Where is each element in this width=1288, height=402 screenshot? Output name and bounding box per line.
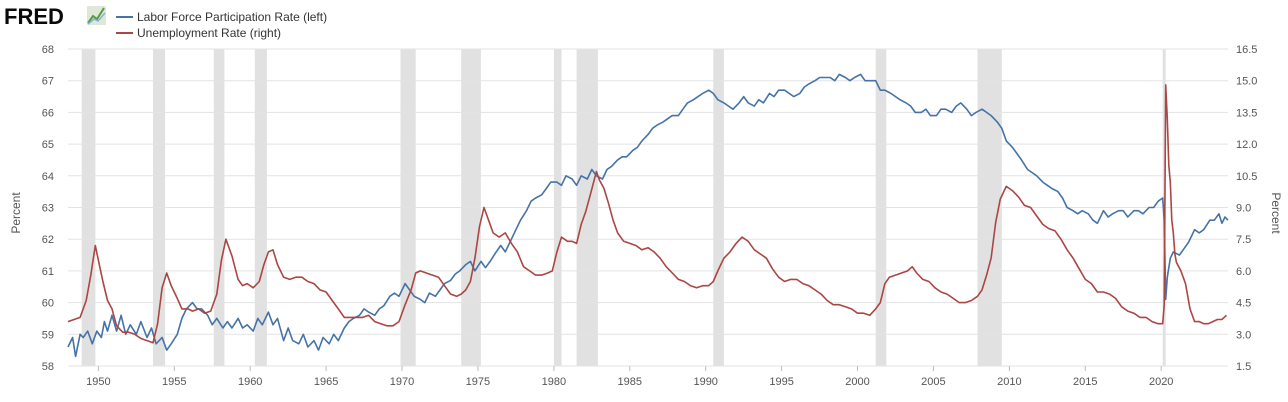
right-axis-title: Percent [1269, 192, 1283, 234]
left-tick-label: 62 [42, 234, 54, 246]
x-tick-label: 1950 [86, 376, 110, 388]
left-tick-label: 59 [42, 329, 54, 341]
right-tick-label: 12.0 [1236, 139, 1257, 151]
x-tick-label: 2015 [1073, 376, 1097, 388]
left-tick-label: 66 [42, 107, 54, 119]
right-tick-label: 15.0 [1236, 76, 1257, 88]
left-tick-label: 64 [42, 171, 54, 183]
right-tick-label: 7.5 [1236, 234, 1251, 246]
left-tick-label: 63 [42, 203, 54, 215]
series-line-labor-force-participation[interactable] [67, 73, 1229, 358]
left-axis-title: Percent [9, 192, 23, 234]
chart-legend: Labor Force Participation Rate (left) Un… [116, 10, 327, 40]
fred-chart-icon [87, 6, 106, 25]
right-tick-label: 4.5 [1236, 298, 1251, 310]
left-tick-label: 61 [42, 266, 54, 278]
left-tick-label: 58 [42, 361, 54, 373]
x-tick-label: 1965 [314, 376, 338, 388]
right-y-axis: 1.5 3.0 4.5 6.0 7.5 9.0 10.5 12.0 13.5 15.0 16.5 [1236, 44, 1257, 373]
x-tick-label: 2010 [997, 376, 1021, 388]
left-tick-label: 68 [42, 44, 54, 56]
series-line-unemployment-rate[interactable] [67, 84, 1228, 344]
x-tick-label: 2000 [845, 376, 869, 388]
x-tick-label: 1960 [238, 376, 262, 388]
x-tick-label: 1985 [618, 376, 642, 388]
x-tick-label: 1975 [466, 376, 490, 388]
left-tick-label: 65 [42, 139, 54, 151]
fred-logo-text: FRED [4, 4, 64, 29]
x-tick-label: 1970 [390, 376, 414, 388]
right-tick-label: 9.0 [1236, 203, 1251, 215]
right-tick-label: 13.5 [1236, 107, 1257, 119]
x-tick-label: 2020 [1149, 376, 1173, 388]
grid-lines [68, 48, 1228, 367]
x-tick-label: 1980 [542, 376, 566, 388]
x-axis: 1950 1955 1960 1965 1970 1975 1980 1985 1990 1995… [86, 366, 1173, 388]
x-tick-label: 2005 [921, 376, 945, 388]
right-tick-label: 16.5 [1236, 44, 1257, 56]
x-tick-label: 1995 [769, 376, 793, 388]
right-tick-label: 6.0 [1236, 266, 1251, 278]
x-tick-label: 1955 [162, 376, 186, 388]
fred-logo[interactable]: FRED [4, 4, 106, 29]
left-tick-label: 60 [42, 298, 54, 310]
right-tick-label: 3.0 [1236, 329, 1251, 341]
legend-label-lfpr: Labor Force Participation Rate (left) [137, 10, 327, 24]
right-tick-label: 10.5 [1236, 171, 1257, 183]
series-lines [67, 73, 1229, 358]
right-tick-label: 1.5 [1236, 361, 1251, 373]
left-y-axis: 58 59 60 61 62 63 64 65 66 67 68 [42, 44, 54, 373]
x-tick-label: 1990 [693, 376, 717, 388]
left-tick-label: 67 [42, 76, 54, 88]
legend-label-unrate: Unemployment Rate (right) [137, 26, 281, 40]
